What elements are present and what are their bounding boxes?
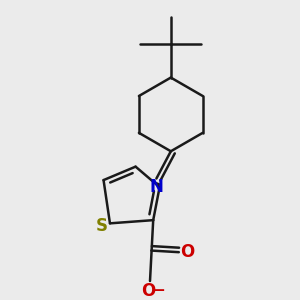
Text: S: S <box>96 217 108 235</box>
Text: N: N <box>149 178 163 196</box>
Text: −: − <box>153 283 165 298</box>
Text: O: O <box>180 243 194 261</box>
Text: O: O <box>141 282 155 300</box>
